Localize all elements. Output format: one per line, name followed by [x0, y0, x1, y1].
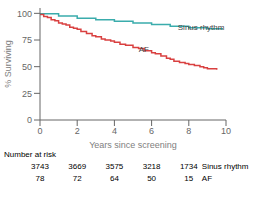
html-text:Number at risk: Number at risk	[4, 150, 56, 159]
svg-text:AF: AF	[139, 45, 149, 54]
svg-text:2: 2	[75, 126, 80, 136]
html-text:15: 15	[184, 174, 194, 183]
html-text:3575: 3575	[105, 162, 124, 171]
html-text:3743: 3743	[31, 162, 49, 171]
html-text:AF: AF	[201, 174, 212, 183]
svg-text:100: 100	[17, 9, 32, 19]
html-text:78: 78	[35, 174, 45, 183]
svg-text:50: 50	[22, 62, 32, 72]
svg-text:0: 0	[37, 126, 42, 136]
svg-text:4: 4	[112, 126, 117, 136]
svg-text:8: 8	[186, 126, 191, 136]
svg-text:10: 10	[221, 126, 231, 136]
html-text:1734 Sinus rhythm: 1734 Sinus rhythm	[179, 162, 249, 171]
html-text:72: 72	[72, 174, 82, 183]
svg-text:0: 0	[27, 115, 32, 125]
html-text:50: 50	[147, 174, 156, 183]
html-text:3669: 3669	[68, 162, 87, 171]
svg-text:Sinus rhythm: Sinus rhythm	[178, 23, 225, 32]
svg-text:75: 75	[22, 35, 32, 45]
html-text:64: 64	[109, 174, 119, 183]
svg-text:25: 25	[22, 89, 32, 99]
svg-text:Years since screening: Years since screening	[89, 140, 177, 150]
html-text:3218: 3218	[142, 162, 161, 171]
svg-text:% Surviving: % Surviving	[8, 40, 13, 88]
svg-text:6: 6	[149, 126, 154, 136]
